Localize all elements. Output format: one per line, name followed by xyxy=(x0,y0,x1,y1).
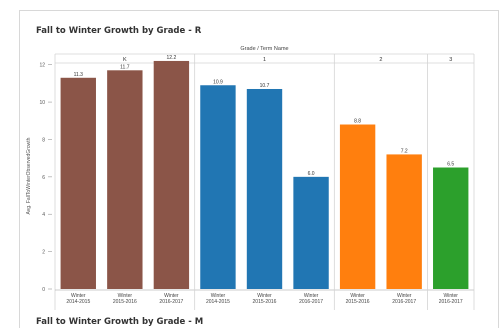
bar-grade-K-2014-2015 xyxy=(60,77,96,290)
x-tick-label-year: 2014-2015 xyxy=(66,299,90,305)
bar-grade-2-2015-2016 xyxy=(339,124,376,289)
chart-title: Fall to Winter Growth by Grade - R xyxy=(36,26,202,36)
x-tick-label-term: Winter xyxy=(443,293,458,299)
x-tick-label-year: 2016-2017 xyxy=(439,299,463,305)
grade-header-3: 3 xyxy=(449,57,452,63)
bar-grade-2-2016-2017 xyxy=(386,154,422,289)
bar-value-label: 11.7 xyxy=(120,64,130,70)
grade-header-2: 2 xyxy=(379,57,382,63)
header-label: Grade / Term Name xyxy=(240,46,288,52)
bar-value-label: 11.3 xyxy=(74,72,84,78)
y-tick-label: 10 xyxy=(39,100,45,106)
bar-grade-K-2015-2016 xyxy=(107,70,143,289)
x-tick-label-term: Winter xyxy=(350,293,365,299)
x-tick-label-year: 2016-2017 xyxy=(392,299,416,305)
x-tick-label-term: Winter xyxy=(71,293,86,299)
bar-value-label: 6.0 xyxy=(308,171,315,177)
y-tick-label: 6 xyxy=(42,175,45,181)
bar-grade-1-2014-2015 xyxy=(200,85,236,289)
bar-grade-1-2016-2017 xyxy=(293,176,329,289)
next-chart-title: Fall to Winter Growth by Grade - M xyxy=(36,317,204,327)
bar-value-label: 12.2 xyxy=(167,55,177,61)
x-tick-label-year: 2014-2015 xyxy=(206,299,230,305)
x-tick-label-term: Winter xyxy=(304,293,319,299)
grade-header-1: 1 xyxy=(263,57,266,63)
x-tick-label-year: 2015-2016 xyxy=(113,299,137,305)
y-tick-label: 4 xyxy=(42,212,45,218)
x-tick-label-year: 2016-2017 xyxy=(299,299,323,305)
x-tick-label-year: 2015-2016 xyxy=(346,299,370,305)
x-tick-label-term: Winter xyxy=(257,293,272,299)
x-tick-label-term: Winter xyxy=(211,293,226,299)
y-tick-label: 0 xyxy=(42,287,45,293)
bar-value-label: 6.5 xyxy=(447,162,454,168)
bar-grade-3-2016-2017 xyxy=(433,167,469,289)
y-axis-label: Avg. FallToWinterObservedGrowth xyxy=(26,137,32,214)
bar-grade-1-2015-2016 xyxy=(246,88,283,289)
bar-value-label: 10.9 xyxy=(213,79,223,85)
grade-header-K: K xyxy=(123,57,127,63)
dashboard-panel xyxy=(19,10,499,328)
bar-grade-K-2016-2017 xyxy=(153,60,190,290)
y-tick-label: 12 xyxy=(39,63,45,69)
bar-value-label: 7.2 xyxy=(401,148,408,154)
y-tick-label: 2 xyxy=(42,250,45,256)
bar-value-label: 10.7 xyxy=(260,83,270,89)
bar-value-label: 8.8 xyxy=(354,119,361,125)
x-tick-label-year: 2016-2017 xyxy=(159,299,183,305)
y-tick-label: 8 xyxy=(42,137,45,143)
x-tick-label-term: Winter xyxy=(164,293,179,299)
x-tick-label-year: 2015-2016 xyxy=(253,299,277,305)
x-tick-label-term: Winter xyxy=(397,293,412,299)
x-tick-label-term: Winter xyxy=(118,293,133,299)
